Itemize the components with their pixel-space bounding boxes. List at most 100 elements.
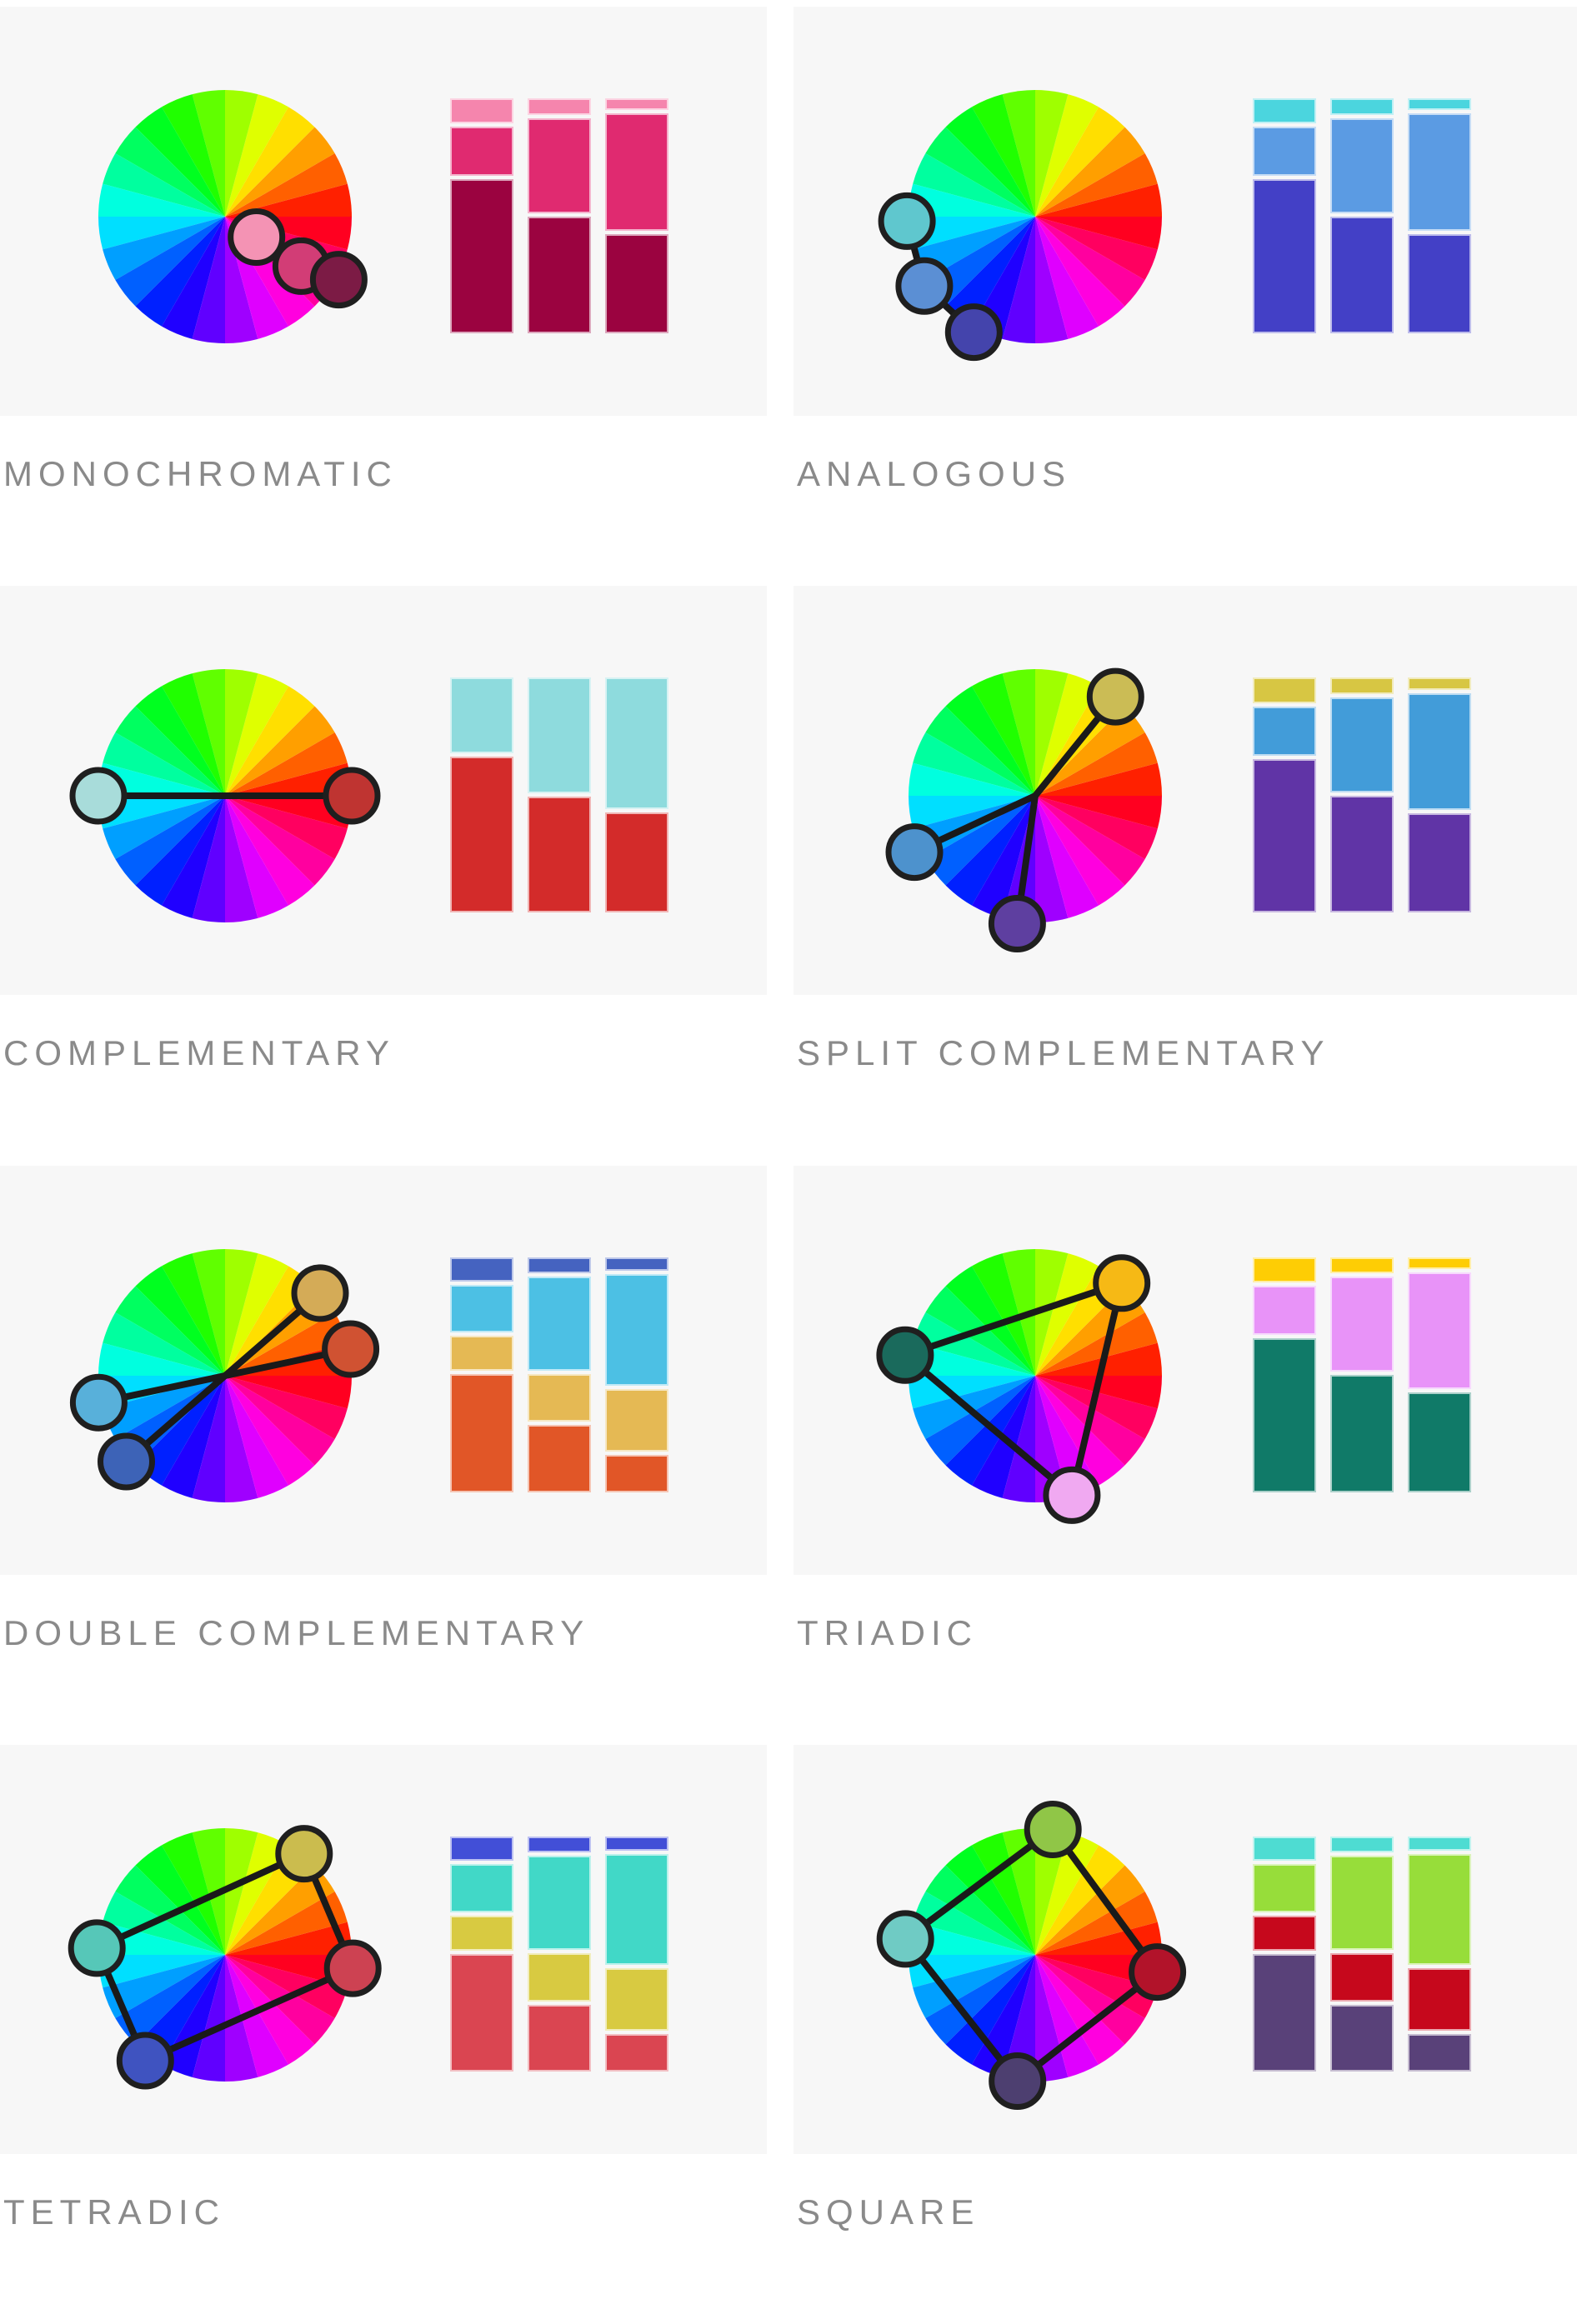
proportion-segment: [1330, 98, 1394, 115]
wheel-segment: [909, 217, 1035, 250]
scheme-dot: [876, 1910, 934, 1968]
proportion-segment: [1408, 813, 1471, 913]
wheel-segment: [162, 1832, 225, 1955]
wheel-segment: [135, 217, 225, 327]
wheel-segment: [945, 1954, 1035, 2065]
wheel-segment: [1035, 107, 1125, 217]
wheel-segment: [103, 1954, 226, 2018]
wheel-segment: [162, 1252, 225, 1376]
proportion-segment: [450, 1374, 513, 1492]
wheel-segment: [1035, 1954, 1158, 2018]
wheel-segment: [115, 796, 225, 886]
proportion-bars: [1253, 1836, 1471, 2072]
scheme-dot: [1024, 1800, 1082, 1858]
wheel-segment: [972, 673, 1035, 797]
proportion-bar-column: [1330, 677, 1394, 913]
scheme-dot: [323, 1939, 382, 1997]
wheel-segment: [225, 107, 315, 217]
wheel-segment: [225, 1375, 348, 1439]
scheme-label: MONOCHROMATIC: [3, 454, 398, 493]
scheme-dot: [944, 303, 1003, 362]
proportion-segment: [1330, 697, 1394, 793]
proportion-segment: [450, 677, 513, 753]
proportion-segment: [450, 1285, 513, 1333]
scheme-label: SQUARE: [797, 2192, 980, 2232]
wheel-segment: [1035, 217, 1162, 250]
proportion-segment: [605, 677, 668, 810]
wheel-segment: [1035, 94, 1099, 217]
proportion-segment: [1330, 1836, 1394, 1853]
proportion-bar-column: [1253, 1836, 1316, 2072]
wheel-segment: [225, 796, 258, 923]
wheel-segment: [913, 217, 1035, 280]
wheel-segment: [192, 1248, 225, 1376]
wheel-segment: [945, 1265, 1035, 1376]
wheel-segment: [225, 686, 315, 797]
wheel-segment: [115, 217, 225, 307]
proportion-segment: [1253, 1337, 1316, 1492]
scheme-dot: [323, 767, 381, 825]
scheme-dot: [68, 1919, 126, 1977]
scheme-dot: [876, 1326, 934, 1384]
proportion-segment: [1408, 1968, 1471, 2032]
proportion-segment: [450, 98, 513, 124]
wheel-segment: [225, 796, 288, 919]
wheel-segment: [225, 1312, 348, 1376]
scheme-dot: [885, 823, 944, 882]
proportion-bar-column: [1253, 98, 1316, 333]
wheel-segment: [162, 796, 225, 919]
scheme-dot: [989, 2052, 1047, 2110]
wheel-segment: [909, 183, 1035, 217]
wheel-segment: [1002, 1954, 1035, 2082]
proportion-segment: [605, 1968, 668, 2032]
wheel-segment: [98, 762, 225, 797]
proportion-bar-column: [1408, 1257, 1471, 1492]
proportion-segment: [528, 98, 591, 115]
wheel-segment: [913, 1954, 1035, 2018]
wheel-segment: [225, 1954, 348, 2018]
proportion-segment: [450, 1953, 513, 2072]
proportion-segment: [1253, 706, 1316, 756]
wheel-segment: [225, 1375, 352, 1408]
wheel-segment: [1035, 1375, 1125, 1486]
wheel-segment: [925, 706, 1035, 797]
scheme-dot: [309, 251, 368, 309]
wheel-segment: [1035, 673, 1099, 797]
proportion-segment: [450, 1336, 513, 1372]
proportion-segment: [528, 1257, 591, 1273]
wheel-segment: [98, 1954, 225, 1988]
wheel-segment: [1002, 217, 1035, 343]
wheel-segment: [103, 796, 226, 860]
wheel-segment: [103, 1375, 226, 1439]
proportion-segment: [1253, 1285, 1316, 1335]
wheel-segment: [115, 1865, 225, 1955]
wheel-segment: [103, 217, 226, 280]
proportion-segment: [528, 1856, 591, 1951]
proportion-segment: [1408, 1257, 1471, 1270]
wheel-segment: [1035, 1252, 1099, 1376]
wheel-segment: [909, 1922, 1035, 1955]
proportion-segment: [528, 677, 591, 794]
wheel-segment: [1035, 796, 1099, 919]
proportion-segment: [1408, 1392, 1471, 1492]
proportion-segment: [605, 1257, 668, 1272]
wheel-segment: [945, 686, 1035, 797]
wheel-segment: [1035, 762, 1162, 797]
proportion-segment: [450, 756, 513, 913]
proportion-segment: [1330, 117, 1394, 213]
proportion-segment: [1253, 127, 1316, 177]
proportion-segment: [528, 1836, 591, 1853]
wheel-segment: [1035, 1248, 1069, 1376]
proportion-segment: [450, 1864, 513, 1912]
proportion-bar-column: [450, 98, 513, 333]
wheel-segment: [1035, 796, 1158, 860]
wheel-segment: [162, 1375, 225, 1498]
wheel-segment: [225, 706, 335, 797]
connection-line: [1049, 1826, 1161, 1976]
wheel-segment: [225, 1248, 258, 1376]
wheel-segment: [1035, 1375, 1099, 1498]
wheel-segment: [913, 1375, 1035, 1439]
wheel-segment: [1002, 669, 1035, 797]
wheel-segment: [225, 153, 348, 217]
wheel-segment: [225, 796, 335, 886]
